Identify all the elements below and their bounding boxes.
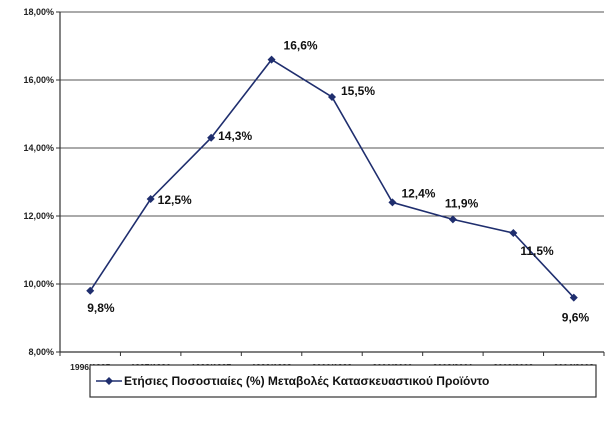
data-label: 9,8% [87,301,115,315]
legend-marker [105,377,113,385]
data-point-8 [569,293,578,302]
y-tick-label: 18,00% [23,7,54,17]
data-label: 16,6% [284,39,318,53]
data-point-0 [86,286,95,295]
data-label: 9,6% [562,311,590,325]
data-point-6 [448,215,457,224]
data-label: 11,9% [445,196,479,210]
y-tick-label: 16,00% [23,75,54,85]
data-label: 12,5% [158,193,192,207]
data-label: 14,3% [218,129,252,143]
data-label: 12,4% [401,186,435,200]
y-tick-label: 12,00% [23,211,54,221]
data-point-4 [328,93,336,101]
data-point-5 [388,198,397,207]
data-point-3 [267,55,276,64]
data-label: 15,5% [341,84,375,98]
data-label: 11,5% [520,244,554,258]
data-point-1 [146,195,155,203]
data-point-7 [509,229,518,237]
legend-label: Ετήσιες Ποσοστιαίες (%) Μεταβολές Κατασκ… [124,374,489,388]
y-tick-label: 10,00% [23,279,54,289]
data-point-2 [207,133,216,142]
y-tick-label: 8,00% [28,347,54,357]
y-tick-label: 14,00% [23,143,54,153]
legend-box [89,364,597,398]
